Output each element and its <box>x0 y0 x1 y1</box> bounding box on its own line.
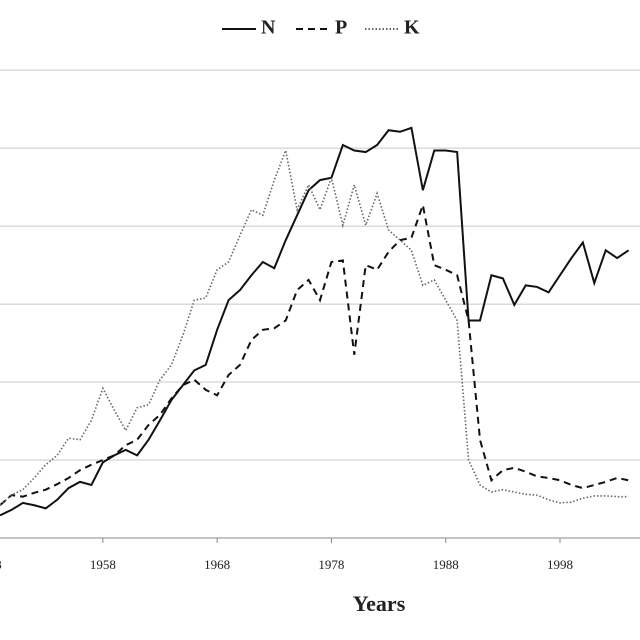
series-line <box>0 147 629 506</box>
x-tick-label: 1958 <box>90 557 116 572</box>
legend-label: N <box>261 17 276 39</box>
x-tick-label: 1998 <box>547 557 573 572</box>
legend-label: K <box>404 17 420 39</box>
series-line <box>0 201 629 507</box>
x-tick-label: 1978 <box>318 557 344 572</box>
legend-label: P <box>335 17 347 39</box>
x-tick-label: 1988 <box>433 557 459 572</box>
series-line <box>0 126 630 517</box>
x-tick-label: 1968 <box>204 557 230 572</box>
x-axis-label: Years <box>353 591 406 616</box>
x-tick-label: 1948 <box>0 557 2 572</box>
